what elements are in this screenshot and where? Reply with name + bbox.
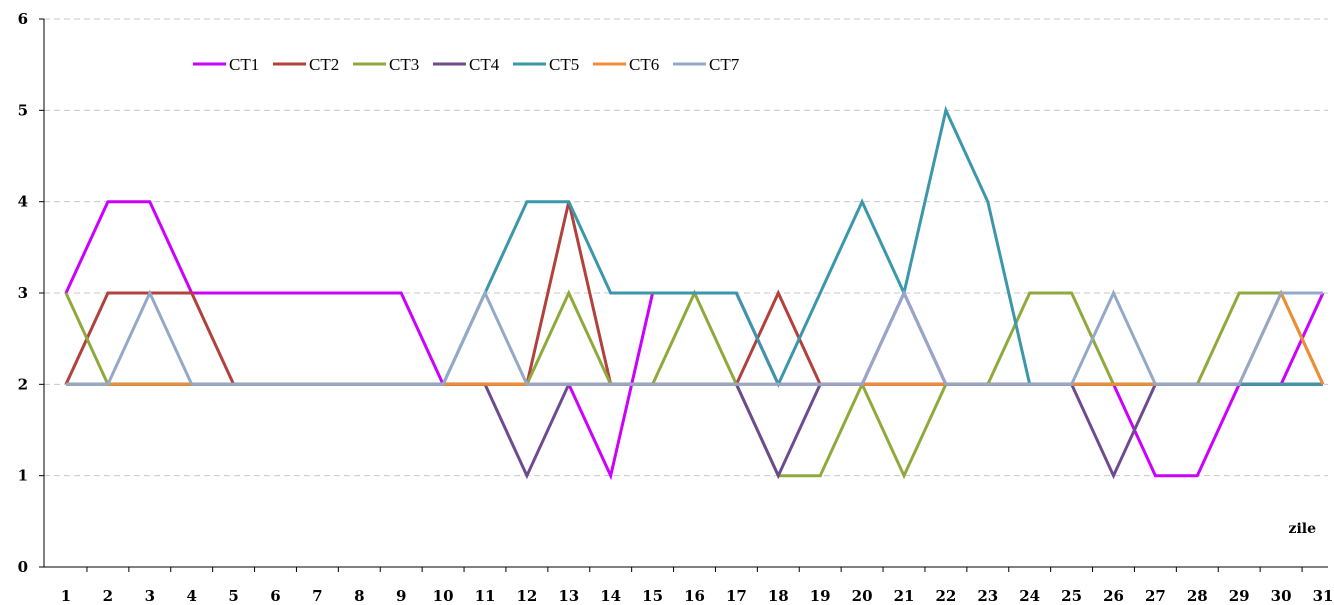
x-tick-label: 8 bbox=[354, 587, 364, 605]
x-tick-label: 15 bbox=[642, 587, 663, 605]
x-tick-label: 17 bbox=[726, 587, 747, 605]
y-tick-label: 4 bbox=[18, 193, 28, 211]
y-tick-label: 6 bbox=[18, 10, 28, 28]
x-tick-label: 29 bbox=[1229, 587, 1250, 605]
y-tick-label: 2 bbox=[18, 375, 28, 393]
legend-label-ct1: CT1 bbox=[229, 55, 259, 74]
x-tick-label: 3 bbox=[145, 587, 155, 605]
x-tick-label: 26 bbox=[1103, 587, 1124, 605]
x-tick-label: 27 bbox=[1145, 587, 1166, 605]
legend-label-ct5: CT5 bbox=[549, 55, 579, 74]
x-tick-label: 20 bbox=[852, 587, 873, 605]
x-tick-label: 11 bbox=[475, 587, 496, 605]
x-tick-label: 2 bbox=[103, 587, 113, 605]
legend-label-ct6: CT6 bbox=[629, 55, 659, 74]
x-tick-label: 7 bbox=[312, 587, 322, 605]
x-tick-label: 25 bbox=[1061, 587, 1082, 605]
y-tick-label: 0 bbox=[18, 558, 28, 576]
legend-label-ct7: CT7 bbox=[709, 55, 740, 74]
x-tick-label: 10 bbox=[433, 587, 454, 605]
x-axis-title: zile bbox=[1289, 521, 1317, 537]
legend-label-ct3: CT3 bbox=[389, 55, 419, 74]
y-tick-label: 1 bbox=[18, 467, 28, 485]
x-tick-label: 12 bbox=[516, 587, 537, 605]
x-tick-label: 31 bbox=[1313, 587, 1334, 605]
x-tick-label: 28 bbox=[1187, 587, 1208, 605]
x-tick-labels: 1 2 3 4 5 6 7 8 9 10 11 12 13 14 15 16 17 18 19 20 21 22 23 24 2… bbox=[61, 567, 1334, 605]
y-tick-label: 3 bbox=[18, 284, 28, 302]
x-tick-label: 5 bbox=[228, 587, 238, 605]
legend: CT1 CT2 CT3 CT4 CT5 CT6 CT7 bbox=[193, 55, 740, 74]
x-tick-label: 24 bbox=[1019, 587, 1040, 605]
x-tick-label: 19 bbox=[810, 587, 831, 605]
x-tick-label: 16 bbox=[684, 587, 705, 605]
legend-label-ct4: CT4 bbox=[469, 55, 500, 74]
x-tick-label: 30 bbox=[1271, 587, 1292, 605]
gridlines bbox=[44, 18, 1328, 477]
series-line-ct5 bbox=[66, 105, 1323, 388]
x-tick-label: 1 bbox=[61, 587, 71, 605]
x-tick-label: 6 bbox=[270, 587, 280, 605]
x-tick-label: 18 bbox=[768, 587, 789, 605]
x-tick-label: 22 bbox=[935, 587, 956, 605]
series-line-ct7 bbox=[66, 289, 1323, 386]
x-tick-label: 9 bbox=[396, 587, 406, 605]
x-tick-label: 23 bbox=[977, 587, 998, 605]
series-line-ct4 bbox=[66, 382, 1323, 480]
x-tick-label: 13 bbox=[558, 587, 579, 605]
legend-label-ct2: CT2 bbox=[309, 55, 339, 74]
x-tick-label: 4 bbox=[186, 587, 196, 605]
y-tick-label: 5 bbox=[18, 101, 28, 119]
x-tick-label: 21 bbox=[894, 587, 915, 605]
y-tick-labels: 0 1 2 3 4 5 6 bbox=[18, 10, 44, 576]
series-layer bbox=[64, 105, 1325, 481]
x-tick-label: 14 bbox=[600, 587, 621, 605]
